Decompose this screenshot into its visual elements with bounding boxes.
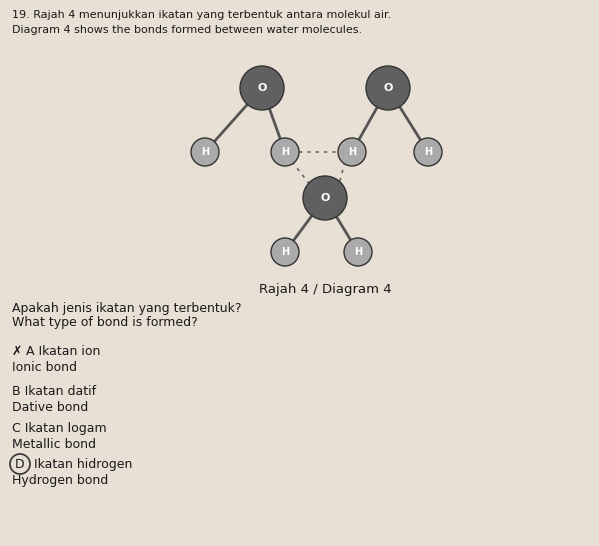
Text: Rajah 4 / Diagram 4: Rajah 4 / Diagram 4 — [259, 283, 391, 296]
Text: Hydrogen bond: Hydrogen bond — [12, 474, 108, 487]
Text: D: D — [15, 458, 25, 471]
Text: Apakah jenis ikatan yang terbentuk?: Apakah jenis ikatan yang terbentuk? — [12, 302, 241, 315]
Circle shape — [366, 66, 410, 110]
Text: H: H — [348, 147, 356, 157]
Text: H: H — [281, 147, 289, 157]
Text: Dative bond: Dative bond — [12, 401, 88, 414]
Circle shape — [344, 238, 372, 266]
Text: C Ikatan logam: C Ikatan logam — [12, 422, 107, 435]
Circle shape — [338, 138, 366, 166]
Circle shape — [240, 66, 284, 110]
Circle shape — [271, 238, 299, 266]
Text: Metallic bond: Metallic bond — [12, 438, 96, 451]
Text: What type of bond is formed?: What type of bond is formed? — [12, 316, 198, 329]
Text: O: O — [320, 193, 329, 203]
Text: A Ikatan ion: A Ikatan ion — [26, 345, 101, 358]
Text: Ikatan hidrogen: Ikatan hidrogen — [34, 458, 132, 471]
Text: Diagram 4 shows the bonds formed between water molecules.: Diagram 4 shows the bonds formed between… — [12, 25, 362, 35]
Text: H: H — [354, 247, 362, 257]
Circle shape — [271, 138, 299, 166]
Text: Ionic bond: Ionic bond — [12, 361, 77, 374]
Text: O: O — [258, 83, 267, 93]
Text: H: H — [201, 147, 209, 157]
Circle shape — [191, 138, 219, 166]
Text: H: H — [281, 247, 289, 257]
Text: O: O — [383, 83, 393, 93]
Text: ✗: ✗ — [12, 345, 23, 358]
Circle shape — [303, 176, 347, 220]
Text: B Ikatan datif: B Ikatan datif — [12, 385, 96, 398]
Circle shape — [414, 138, 442, 166]
Text: H: H — [424, 147, 432, 157]
Text: 19. Rajah 4 menunjukkan ikatan yang terbentuk antara molekul air.: 19. Rajah 4 menunjukkan ikatan yang terb… — [12, 10, 391, 20]
